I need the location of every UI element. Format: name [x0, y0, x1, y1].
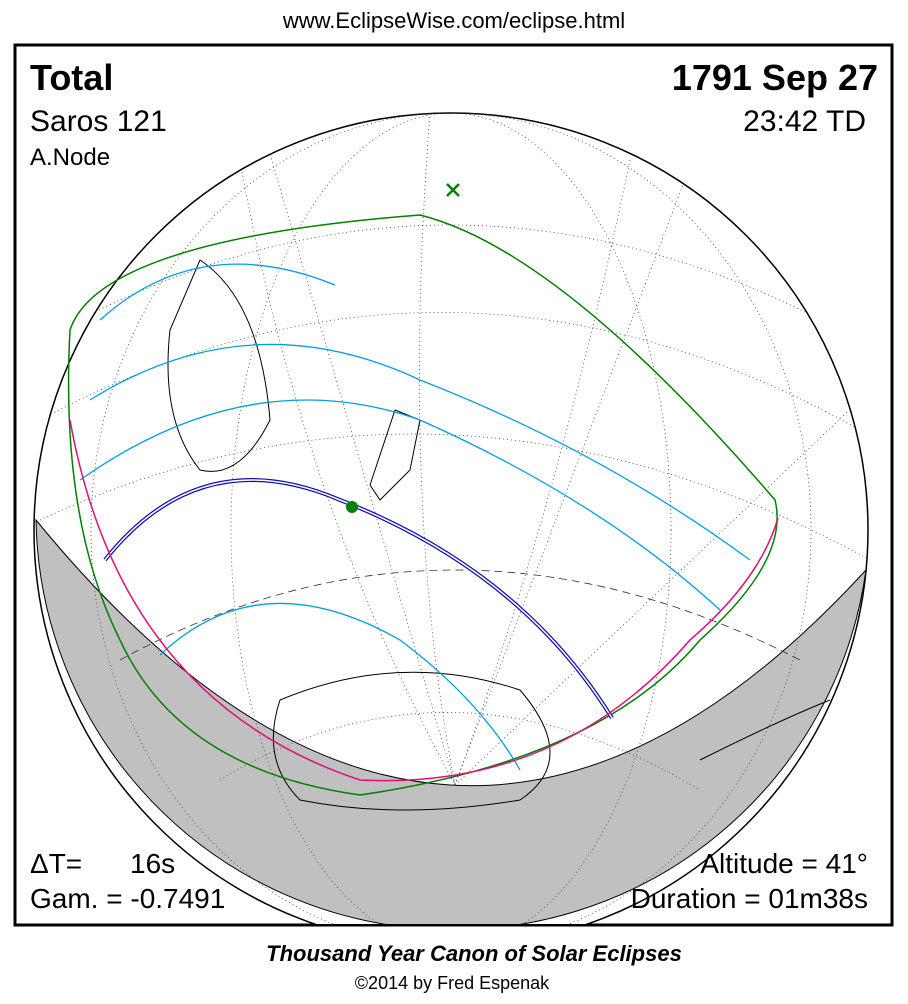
copyright: ©2014 by Fred Espenak	[355, 973, 550, 993]
globe-group	[33, 112, 869, 924]
altitude: Altitude = 41°	[700, 848, 868, 879]
eclipse-type: Total	[30, 57, 113, 98]
delta-t-value: 16s	[130, 848, 175, 879]
limit-line	[69, 419, 779, 782]
footer-title: Thousand Year Canon of Solar Eclipses	[266, 941, 682, 966]
duration: Duration = 01m38s	[631, 883, 868, 914]
greatest-eclipse	[346, 501, 358, 513]
contour	[159, 602, 521, 771]
subsolar-point	[446, 183, 460, 197]
node: A.Node	[30, 144, 110, 171]
penumbra-limit	[67, 214, 778, 796]
date: 1791 Sep 27	[672, 57, 878, 98]
night-shade	[35, 518, 867, 924]
delta-t-label: ΔT=	[30, 848, 82, 879]
saros: Saros 121	[30, 105, 167, 138]
contour	[79, 399, 721, 611]
url: www.EclipseWise.com/eclipse.html	[282, 8, 625, 33]
contour	[89, 343, 751, 561]
time: 23:42 TD	[743, 105, 866, 138]
gamma: Gam. = -0.7491	[30, 883, 225, 914]
contour	[99, 263, 336, 321]
